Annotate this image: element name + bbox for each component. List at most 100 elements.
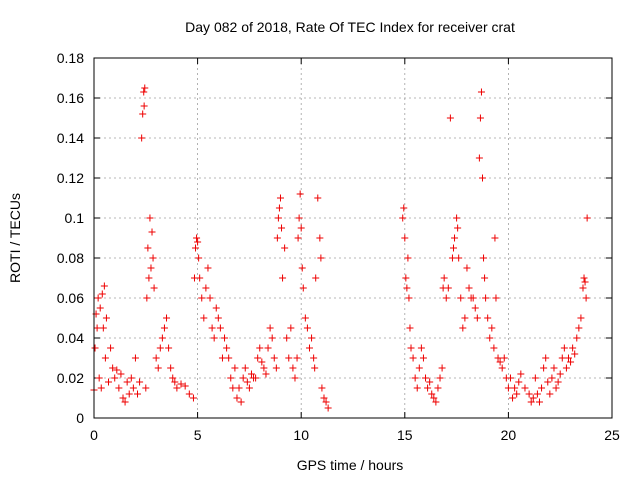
data-point <box>411 374 419 382</box>
data-point <box>214 314 222 322</box>
data-point <box>569 344 577 352</box>
data-point <box>314 194 322 202</box>
data-point <box>415 364 423 372</box>
data-point <box>567 358 575 366</box>
data-point <box>432 398 440 406</box>
data-point <box>465 284 473 292</box>
data-point <box>486 334 494 342</box>
data-point <box>469 294 477 302</box>
data-point <box>177 380 185 388</box>
data-point <box>287 324 295 332</box>
data-points <box>90 84 591 412</box>
data-point <box>402 274 410 282</box>
data-point <box>119 394 127 402</box>
data-point <box>200 314 208 322</box>
data-point <box>299 284 307 292</box>
data-point <box>216 324 224 332</box>
y-axis-label: ROTI / TECUs <box>7 193 23 283</box>
data-point <box>488 324 496 332</box>
data-point <box>276 194 284 202</box>
data-point <box>579 284 587 292</box>
data-point <box>407 344 415 352</box>
data-point <box>419 354 427 362</box>
data-point <box>473 314 481 322</box>
data-point <box>482 294 490 302</box>
data-point <box>453 214 461 222</box>
data-point <box>281 244 289 252</box>
y-tick-label: 0.08 <box>57 250 84 266</box>
data-point <box>448 254 456 262</box>
data-point <box>475 154 483 162</box>
data-point <box>134 390 142 398</box>
data-point <box>204 264 212 272</box>
data-point <box>185 390 193 398</box>
data-point <box>192 244 200 252</box>
data-point <box>529 394 537 402</box>
data-point <box>294 234 302 242</box>
data-point <box>434 384 442 392</box>
data-point <box>324 404 332 412</box>
data-point <box>113 366 121 374</box>
data-point <box>454 224 462 232</box>
data-point <box>141 84 149 92</box>
x-tick-label: 15 <box>397 427 413 443</box>
data-point <box>129 384 137 392</box>
data-point <box>322 398 330 406</box>
data-point <box>413 384 421 392</box>
data-point <box>117 370 125 378</box>
data-point <box>310 354 318 362</box>
data-point <box>163 314 171 322</box>
data-point <box>506 374 514 382</box>
data-point <box>303 324 311 332</box>
data-point <box>262 370 270 378</box>
data-point <box>540 364 548 372</box>
data-point <box>233 394 241 402</box>
y-tick-label: 0.14 <box>57 130 84 146</box>
data-point <box>457 294 465 302</box>
data-point <box>278 224 286 232</box>
data-point <box>258 358 266 366</box>
data-point <box>455 254 463 262</box>
data-point <box>546 390 554 398</box>
data-point <box>552 384 560 392</box>
data-point <box>115 384 123 392</box>
data-point <box>105 378 113 386</box>
data-point <box>131 354 139 362</box>
data-point <box>438 364 446 372</box>
data-point <box>102 314 110 322</box>
data-point <box>289 364 297 372</box>
data-point <box>305 344 313 352</box>
data-point <box>296 190 304 198</box>
data-point <box>484 314 492 322</box>
data-point <box>525 390 533 398</box>
data-point <box>93 324 101 332</box>
data-point <box>428 390 436 398</box>
data-point <box>237 398 245 406</box>
data-point <box>571 350 579 358</box>
x-tick-label: 25 <box>604 427 620 443</box>
data-point <box>100 282 108 290</box>
y-tick-label: 0.04 <box>57 330 84 346</box>
data-point <box>95 374 103 382</box>
data-point <box>111 374 119 382</box>
data-point <box>229 384 237 392</box>
data-point <box>142 384 150 392</box>
data-point <box>208 324 216 332</box>
data-point <box>121 398 129 406</box>
data-point <box>575 324 583 332</box>
data-point <box>480 254 488 262</box>
data-point <box>196 274 204 282</box>
data-point <box>171 378 179 386</box>
y-tick-label: 0.02 <box>57 370 84 386</box>
data-point <box>451 234 459 242</box>
data-point <box>167 364 175 372</box>
data-point <box>206 294 214 302</box>
data-point <box>247 370 255 378</box>
data-point <box>223 344 231 352</box>
data-point <box>227 374 235 382</box>
data-point <box>430 394 438 402</box>
data-point <box>301 314 309 322</box>
data-point <box>148 228 156 236</box>
tick-labels: 0 5 10 15 20 25 0 0.02 0.04 0.06 0.08 0.1 0.12 0.14 0.… <box>57 50 620 443</box>
data-point <box>556 370 564 378</box>
